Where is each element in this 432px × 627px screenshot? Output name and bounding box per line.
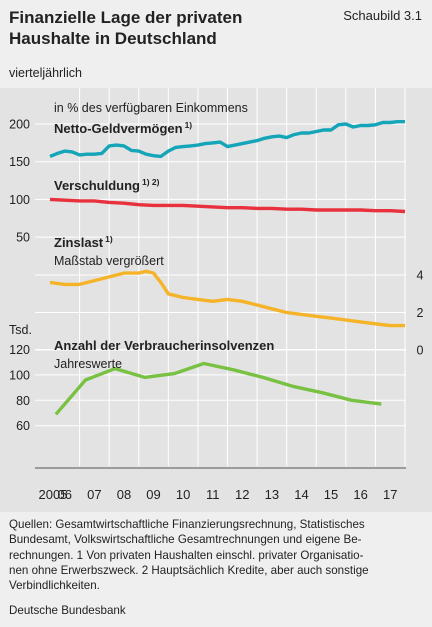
grid-lines xyxy=(35,88,406,466)
sources-line-1: Quellen: Gesamtwirtschaftliche Finanzier… xyxy=(9,518,365,531)
x-tick-label: 16 xyxy=(353,487,367,502)
sources-line-2: Bundesamt, Volkswirtschaftliche Gesamtre… xyxy=(9,533,362,547)
x-tick-label: 06 xyxy=(58,487,72,502)
label-debt: Verschuldung 1) 2) xyxy=(54,177,160,193)
x-tick-label: 17 xyxy=(383,487,397,502)
sources-line-4: nen ohne Erwerbszweck. 2 Hauptsächlich K… xyxy=(9,563,369,577)
sources-line-5: Verbindlichkeiten. xyxy=(9,579,100,593)
figure-title: Finanzielle Lage der privaten Haushalte … xyxy=(9,7,309,49)
y-tick-label: 150 xyxy=(9,155,30,169)
chart-panel: 50 100 150 200 0 2 4 60 80 100 120 2005 06 07 08 09 10 11… xyxy=(0,88,432,512)
series-line-interest xyxy=(49,269,405,328)
label-insolvencies: Anzahl der Verbraucherinsolvenzen xyxy=(54,338,274,353)
series-line-debt xyxy=(49,197,406,214)
title-line-2: Haushalte in Deutschland xyxy=(9,29,217,48)
y-tick-label: 100 xyxy=(9,193,30,207)
series-lines xyxy=(49,120,406,416)
y-tick-label: 200 xyxy=(9,118,30,132)
x-tick-label: 15 xyxy=(324,487,338,502)
publisher: Deutsche Bundesbank xyxy=(9,604,126,617)
chart-labels: in % des verfügbaren Einkommens Tsd. Netto… xyxy=(9,101,274,371)
label-insolvencies-note: Jahreswerte xyxy=(54,357,122,371)
x-tick-label: 10 xyxy=(176,487,190,502)
unit-label-top: in % des verfügbaren Einkommens xyxy=(54,101,248,115)
title-line-1: Finanzielle Lage der privaten xyxy=(9,8,243,27)
label-interest-note: Maßstab vergrößert xyxy=(54,254,164,268)
series-line-net-assets xyxy=(49,120,405,159)
right-tick-label: 0 xyxy=(417,344,424,358)
sources-note: Quellen: Gesamtwirtschaftliche Finanzier… xyxy=(9,517,423,593)
unit-label-tsd: Tsd. xyxy=(9,323,32,337)
x-tick-label: 14 xyxy=(294,487,308,502)
x-tick-label: 07 xyxy=(87,487,101,502)
bottom-tick-label: 60 xyxy=(16,419,30,433)
x-tick-label: 08 xyxy=(117,487,131,502)
y-tick-label: 50 xyxy=(16,231,30,245)
x-tick-label: 2005 xyxy=(39,487,68,502)
bottom-tick-label: 120 xyxy=(9,343,30,357)
bottom-tick-label: 80 xyxy=(16,394,30,408)
right-tick-label: 2 xyxy=(417,306,424,320)
x-tick-label: 13 xyxy=(265,487,279,502)
right-tick-label: 4 xyxy=(417,269,424,283)
x-tick-label: 11 xyxy=(206,487,220,502)
label-interest: Zinslast 1) xyxy=(54,234,113,250)
figure-label: Schaubild 3.1 xyxy=(343,8,422,23)
bottom-tick-label: 100 xyxy=(9,368,30,382)
x-tick-label: 09 xyxy=(146,487,160,502)
series-line-insolvencies xyxy=(54,361,382,416)
x-tick-label: 12 xyxy=(235,487,249,502)
figure-subtitle: vierteljährlich xyxy=(9,66,82,80)
label-net-assets: Netto-Geldvermögen 1) xyxy=(54,120,192,136)
sources-line-3: rechnungen. 1 Von privaten Haushalten ei… xyxy=(9,548,364,562)
